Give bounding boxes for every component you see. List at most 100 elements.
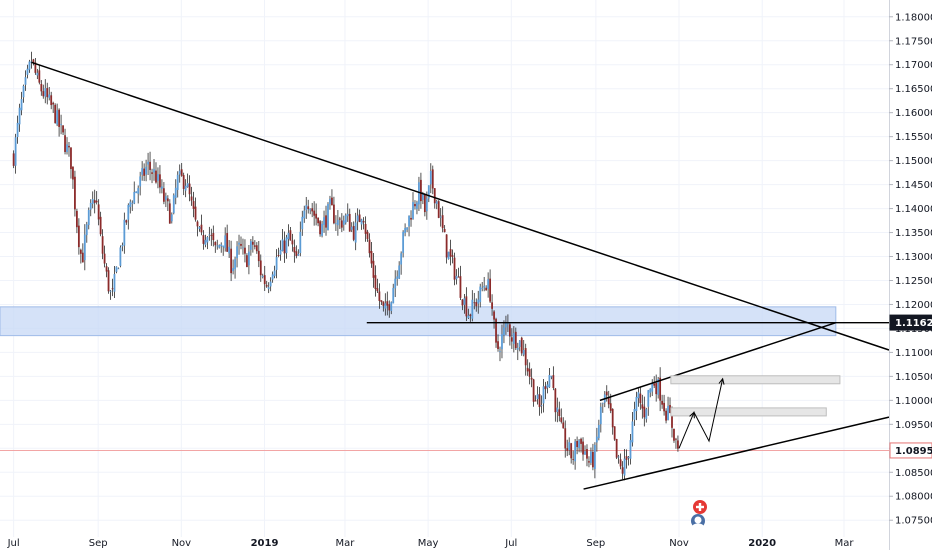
candle-down [382,301,385,306]
candle-down [372,260,375,278]
x-tick-label: Nov [669,538,689,549]
candle-down [485,287,488,291]
candle-up [536,394,539,400]
author-avatar-icon[interactable] [691,514,705,529]
candle-up [113,274,116,292]
candle-down [166,198,169,202]
candle-up [275,257,278,270]
candle-up [435,201,438,204]
candle-down [196,221,199,227]
candle-down [358,214,361,223]
candle-down [639,393,642,404]
candle-up [439,216,442,218]
candle-up [637,392,640,399]
y-tick-label: 1.11000 [895,348,932,359]
candle-up [360,219,363,225]
candle-up [228,246,231,254]
candle-up [83,234,86,261]
candle-up [109,290,112,292]
projection-arrowhead [718,377,725,385]
candle-down [263,275,266,285]
candle-up [392,287,395,304]
x-tick-label: 2020 [748,538,776,549]
candle-up [238,242,240,245]
y-tick-label: 1.10000 [895,396,932,407]
candle-up [208,234,211,236]
candle-down [143,168,146,176]
axis-price-labels: 1.11622 1.08955 [889,314,932,459]
candle-down [665,410,667,421]
candle-down [32,59,35,63]
candle-up [394,278,397,289]
candle-up [115,266,118,272]
candle-up [287,232,290,240]
candle-down [380,300,383,302]
candle-up [645,409,648,419]
y-tick-label: 1.12500 [895,276,932,287]
candle-up [157,174,159,181]
y-tick-label: 1.13500 [895,228,932,239]
candle-down [188,183,191,195]
candle-down [42,91,45,97]
candle-down [151,172,153,174]
candle-up [22,85,25,98]
candle-up [170,214,173,222]
candle-down [457,276,460,278]
time-axis[interactable]: Jul Sep Nov 2019 Mar May Jul Sep Nov 2020 Mar [7,538,855,549]
projected-path [678,378,724,449]
candle-up [546,384,549,388]
candle-down [246,255,248,268]
candle-down [190,196,193,201]
candle-down [168,203,171,224]
candle-down [162,188,165,202]
candle-down [210,235,213,237]
candle-up [574,441,577,462]
candle-up [540,405,543,407]
candle-up [131,203,134,205]
candle-up [505,322,507,328]
target-box-lower [670,407,827,417]
candle-down [99,216,102,235]
candle-up [218,245,221,248]
candle-down [613,426,616,440]
flag-switzerland-icon[interactable] [693,500,707,514]
candle-down [433,188,436,204]
candle-up [350,226,353,230]
candle-down [240,243,242,246]
candle-down [54,104,57,123]
candle-up [321,223,323,236]
y-tick-label: 1.17000 [895,60,932,71]
candle-down [348,213,351,232]
candle-down [443,228,446,233]
candle-up [483,285,486,288]
candle-up [578,440,580,449]
candle-down [319,221,321,235]
candle-up [87,209,90,226]
x-tick-label: May [418,538,439,549]
candle-down [81,252,84,263]
candle-up [354,222,357,243]
candle-up [649,388,652,393]
candle-down [621,467,624,474]
candle-down [159,174,161,188]
candle-down [38,70,41,83]
candle-up [408,215,410,227]
candle-down [491,302,493,309]
candle-up [285,237,288,254]
candle-up [153,169,155,173]
candle-up [121,245,124,247]
y-tick-label: 1.14000 [895,204,932,215]
candle-up [261,275,264,278]
candle-down [192,201,195,209]
candle-down [311,208,314,212]
candle-up [507,323,509,325]
candle-down [253,245,256,247]
candle-up [425,198,428,212]
candle-down [265,285,268,287]
candle-up [60,124,62,125]
candle-up [267,287,270,290]
candle-up [172,195,175,214]
candle-down [489,278,492,302]
wedge-upper-line [599,321,837,402]
